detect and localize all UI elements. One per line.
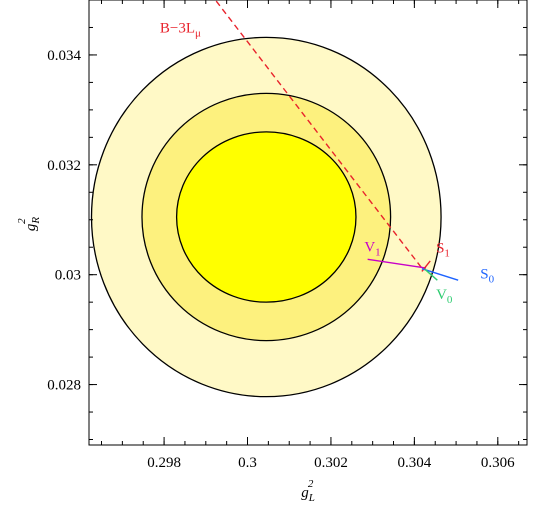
x-tick-label: 0.306 — [481, 455, 515, 471]
annotation-s0: S0 — [480, 267, 494, 286]
confidence-region-1 — [175, 131, 357, 303]
y-axis-title: gR2 — [16, 217, 42, 232]
x-tick-label: 0.304 — [397, 455, 431, 471]
axis-ticks: 0.298 0.3 0.302 0.304 0.306 0.028 0.03 0.032 0.0… — [47, 0, 527, 471]
plot-frame — [88, 0, 528, 446]
x-axis-sub: L — [308, 492, 315, 504]
annotation-b-3l-: B−3Lμ — [160, 20, 201, 39]
annotations: B−3Lμ V1 S1 S0 V0 — [160, 20, 495, 305]
x-tick-label: 0.3 — [238, 455, 257, 471]
y-tick-label: 0.032 — [47, 158, 81, 174]
y-tick-label: 0.03 — [55, 268, 81, 284]
y-tick-label: 0.034 — [47, 48, 81, 64]
annotation-s1: S1 — [436, 241, 450, 260]
line-v1 — [367, 258, 427, 269]
line-v0 — [424, 268, 438, 281]
line-s0 — [421, 267, 459, 281]
annotation-v0: V0 — [436, 287, 453, 306]
line-b-3l- — [215, 0, 425, 271]
confidence-regions — [90, 36, 442, 398]
y-tick-label: 0.028 — [47, 378, 81, 394]
model-lines — [215, 0, 459, 281]
annotation-v1: V1 — [364, 240, 380, 259]
x-tick-label: 0.298 — [147, 455, 181, 471]
x-tick-label: 0.302 — [314, 455, 348, 471]
svg-text:gR2: gR2 — [16, 217, 42, 232]
x-axis-title: gL2 — [301, 478, 315, 504]
